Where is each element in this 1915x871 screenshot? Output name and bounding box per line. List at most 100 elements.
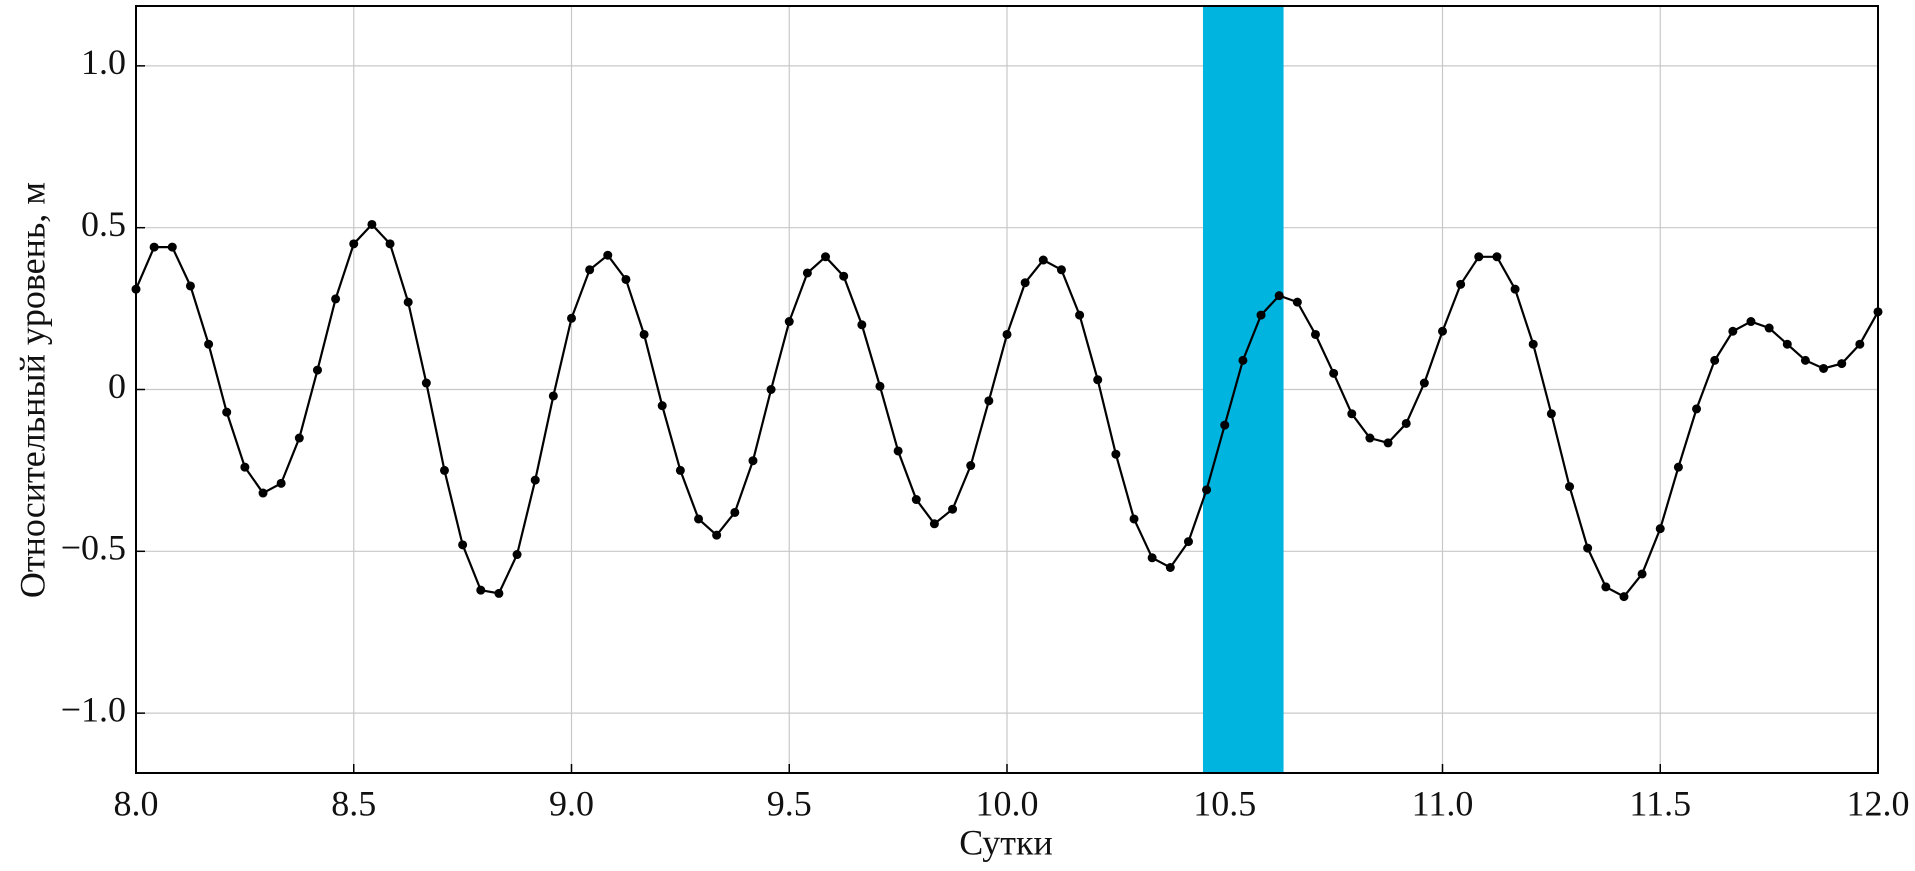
data-point bbox=[458, 540, 468, 550]
data-point bbox=[1764, 323, 1774, 333]
data-point bbox=[1347, 409, 1357, 419]
data-point bbox=[639, 329, 649, 339]
data-point bbox=[1056, 265, 1066, 275]
y-tick-label: 1.0 bbox=[81, 42, 126, 82]
x-tick-label: 10.5 bbox=[1193, 783, 1256, 823]
data-point bbox=[403, 297, 413, 307]
y-tick-label: −1.0 bbox=[61, 689, 126, 729]
data-point bbox=[1093, 375, 1103, 385]
data-point bbox=[1401, 418, 1411, 428]
data-point bbox=[240, 462, 250, 472]
data-point bbox=[1438, 326, 1447, 336]
x-tick-label: 11.5 bbox=[1629, 783, 1691, 823]
x-tick-label: 9.0 bbox=[549, 783, 594, 823]
data-point bbox=[294, 433, 304, 443]
data-point bbox=[1238, 355, 1248, 365]
data-point bbox=[657, 401, 667, 411]
data-point bbox=[1855, 339, 1865, 349]
data-point bbox=[948, 504, 958, 514]
x-tick-label: 11.0 bbox=[1412, 783, 1474, 823]
data-point bbox=[893, 446, 903, 456]
data-point bbox=[621, 274, 631, 284]
data-point bbox=[1782, 339, 1792, 349]
data-point bbox=[1020, 278, 1030, 288]
data-point bbox=[1292, 297, 1302, 307]
data-point bbox=[1365, 433, 1375, 443]
data-point bbox=[1038, 255, 1048, 265]
data-point bbox=[1583, 543, 1593, 553]
data-point bbox=[1837, 359, 1847, 369]
data-point bbox=[512, 550, 522, 560]
data-point bbox=[821, 252, 831, 262]
data-point bbox=[1673, 462, 1683, 472]
data-point bbox=[222, 407, 232, 417]
data-point bbox=[1619, 592, 1629, 602]
highlight-band bbox=[1202, 6, 1284, 773]
data-point bbox=[204, 339, 214, 349]
data-point bbox=[857, 320, 867, 330]
data-point bbox=[494, 588, 504, 598]
plot-frame bbox=[135, 5, 1879, 774]
data-point bbox=[1274, 291, 1284, 301]
x-tick-label: 10.0 bbox=[976, 783, 1039, 823]
y-tick-label: 0.5 bbox=[81, 204, 126, 244]
data-point bbox=[276, 478, 286, 488]
data-point bbox=[1510, 284, 1520, 294]
data-point bbox=[1692, 404, 1702, 414]
data-point bbox=[1147, 553, 1157, 563]
data-point bbox=[748, 456, 758, 466]
data-point bbox=[784, 317, 794, 327]
data-point bbox=[1710, 355, 1720, 365]
y-tick-label: −0.5 bbox=[61, 528, 126, 568]
data-point bbox=[766, 385, 776, 394]
data-point bbox=[730, 507, 740, 517]
data-point bbox=[603, 250, 613, 260]
data-point bbox=[1256, 310, 1266, 320]
data-point bbox=[1310, 329, 1320, 339]
data-point bbox=[439, 465, 449, 475]
data-point bbox=[694, 514, 704, 524]
data-point bbox=[802, 268, 812, 278]
data-point bbox=[367, 219, 377, 229]
x-tick-label: 12.0 bbox=[1847, 783, 1910, 823]
data-point bbox=[312, 365, 322, 375]
data-point bbox=[966, 461, 976, 471]
x-axis-label: Сутки bbox=[959, 822, 1053, 862]
data-point bbox=[1800, 355, 1810, 365]
data-point bbox=[567, 313, 576, 323]
data-point bbox=[675, 465, 685, 475]
data-point bbox=[1383, 438, 1393, 448]
data-point bbox=[476, 585, 486, 595]
data-point bbox=[875, 381, 885, 391]
data-point bbox=[1528, 339, 1538, 349]
data-point bbox=[1183, 537, 1193, 547]
data-point bbox=[530, 475, 540, 485]
x-tick-label: 8.5 bbox=[331, 783, 376, 823]
data-point bbox=[385, 239, 395, 249]
data-point bbox=[331, 294, 341, 304]
data-point bbox=[1111, 449, 1121, 459]
data-point bbox=[1002, 329, 1012, 339]
data-point bbox=[984, 396, 994, 406]
x-tick-label: 9.5 bbox=[767, 783, 812, 823]
data-point bbox=[1565, 482, 1575, 492]
data-point bbox=[1655, 524, 1665, 534]
data-point bbox=[585, 265, 595, 275]
data-point bbox=[258, 488, 268, 498]
data-point bbox=[1419, 378, 1429, 388]
data-point bbox=[1474, 252, 1484, 262]
x-tick-label: 8.0 bbox=[114, 783, 159, 823]
y-tick-label: 0 bbox=[108, 366, 126, 406]
data-point bbox=[911, 495, 921, 505]
data-point bbox=[1601, 582, 1611, 592]
data-point bbox=[1637, 569, 1647, 579]
data-point bbox=[1546, 409, 1556, 419]
data-point bbox=[839, 271, 849, 281]
data-point bbox=[1202, 485, 1212, 495]
data-point bbox=[185, 281, 195, 291]
data-point bbox=[1220, 420, 1230, 430]
data-point bbox=[548, 391, 558, 401]
y-axis-label: Относительный уровень, м bbox=[12, 182, 52, 598]
